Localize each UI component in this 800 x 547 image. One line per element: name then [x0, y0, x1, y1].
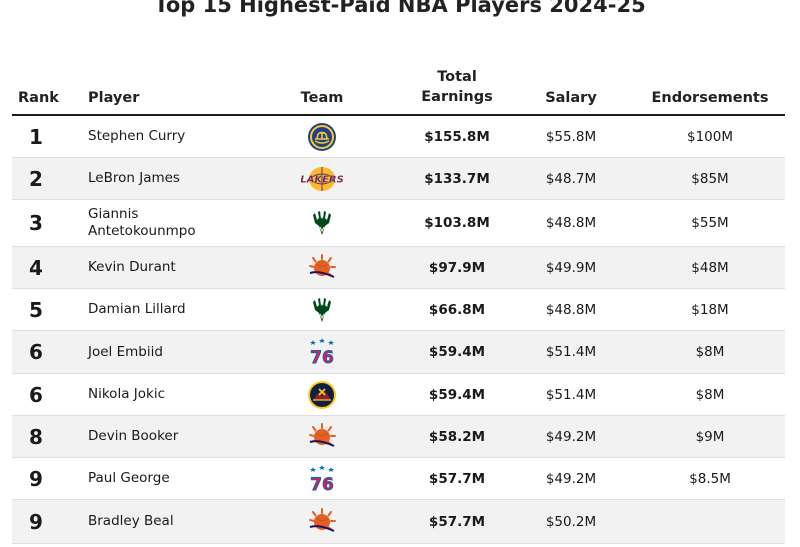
endorsements-cell: $100M	[686, 128, 733, 145]
salary-cell: $51.4M	[545, 386, 597, 403]
player-name-cell: Nikola Jokic	[88, 386, 165, 402]
column-header-team: Team	[300, 90, 344, 106]
team-logo-cell	[296, 200, 348, 246]
rank-cell: 2	[29, 166, 43, 191]
suns-logo	[307, 422, 337, 452]
column-header-player: Player	[88, 90, 140, 106]
rank-cell: 3	[29, 211, 43, 235]
endorsements-cell: $8M	[695, 386, 725, 403]
endorsements-cell	[650, 500, 770, 543]
salary-cell: $51.4M	[545, 344, 597, 360]
player-name-cell: Kevin Durant	[88, 259, 176, 275]
total-earnings-cell: $59.4M	[428, 344, 486, 360]
team-logo-cell: 76	[296, 331, 348, 373]
earnings-table: 1 Stephen Curry $155.8M $55.8M $100M 2 LeBron…	[12, 116, 785, 544]
player-name-cell: Giannis Antetokounmpo	[88, 206, 196, 239]
total-earnings-cell: $103.8M	[424, 215, 490, 231]
table-row: 9 Paul George 76 $57.7M $49.2M $8.5M	[12, 458, 785, 500]
total-earnings-cell: $97.9M	[428, 259, 486, 276]
total-earnings-cell: $57.7M	[428, 513, 486, 530]
rank-cell: 9	[29, 509, 43, 534]
warriors-logo	[307, 122, 337, 152]
nuggets-logo	[307, 380, 337, 410]
table-row: 6 Nikola Jokic $59.4M $51.4M $8M	[12, 374, 785, 416]
table-row: 6 Joel Embiid 76 $59.4M $51.4M $8M	[12, 331, 785, 374]
endorsements-cell: $85M	[691, 170, 729, 187]
76ers-logo: 76	[307, 337, 337, 367]
endorsements-cell: $55M	[691, 215, 729, 231]
header-divider	[12, 114, 785, 116]
table-row: 2 LeBron James LAKERS $133.7M $48.7M $85M	[12, 158, 785, 200]
endorsements-cell: $8M	[695, 344, 725, 360]
bucks-logo	[310, 296, 334, 324]
sixers-wordmark: 76	[310, 348, 334, 367]
team-logo-cell	[296, 416, 348, 457]
page-title: Top 15 Highest-Paid NBA Players 2024-25	[154, 0, 646, 17]
table-row: 4 Kevin Durant $97.9M $49.9M $48M	[12, 247, 785, 289]
player-name-cell: Stephen Curry	[88, 128, 186, 144]
total-earnings-cell: $66.8M	[428, 301, 486, 318]
team-logo-cell	[296, 374, 348, 415]
salary-cell: $49.9M	[545, 259, 597, 276]
lakers-logo: LAKERS	[301, 166, 343, 192]
salary-cell: $48.7M	[545, 170, 597, 187]
endorsements-cell: $18M	[691, 301, 729, 318]
team-logo-cell	[296, 289, 348, 330]
column-header-endorsements: Endorsements	[651, 90, 769, 106]
table-row: 9 Bradley Beal $57.7M $50.2M	[12, 500, 785, 544]
total-earnings-cell: $58.2M	[428, 428, 486, 445]
player-name-cell: Damian Lillard	[88, 301, 186, 317]
table-header: Rank Player Team Total Earnings Salary E…	[0, 64, 800, 112]
column-header-rank: Rank	[18, 90, 59, 106]
suns-logo	[307, 507, 337, 537]
endorsements-cell: $9M	[695, 428, 725, 445]
suns-logo	[307, 253, 337, 283]
salary-cell: $55.8M	[545, 128, 597, 145]
endorsements-cell: $8.5M	[689, 470, 731, 487]
team-logo-cell	[296, 500, 348, 543]
table-row: 1 Stephen Curry $155.8M $55.8M $100M	[12, 116, 785, 158]
player-name-cell: LeBron James	[88, 170, 180, 186]
rank-cell: 9	[29, 466, 43, 491]
salary-cell: $48.8M	[545, 215, 597, 231]
salary-cell: $49.2M	[545, 428, 597, 445]
player-name-cell: Bradley Beal	[88, 513, 174, 529]
rank-cell: 6	[29, 340, 43, 364]
salary-cell: $48.8M	[545, 301, 597, 318]
rank-cell: 8	[29, 424, 43, 449]
column-header-total-earnings: Total Earnings	[421, 69, 493, 105]
endorsements-cell: $48M	[691, 259, 729, 276]
salary-cell: $50.2M	[545, 513, 597, 530]
team-logo-cell	[296, 116, 348, 157]
total-earnings-cell: $133.7M	[424, 170, 490, 187]
total-earnings-cell: $155.8M	[424, 128, 490, 145]
column-header-salary: Salary	[545, 90, 597, 106]
rank-cell: 6	[29, 382, 43, 407]
total-earnings-cell: $59.4M	[428, 386, 486, 403]
rank-cell: 5	[29, 297, 43, 322]
player-name-cell: Paul George	[88, 470, 170, 486]
salary-cell: $49.2M	[545, 470, 597, 487]
team-logo-cell: LAKERS	[296, 158, 348, 199]
total-earnings-cell: $57.7M	[428, 470, 486, 487]
76ers-logo: 76	[307, 464, 337, 494]
player-name-cell: Devin Booker	[88, 428, 179, 444]
table-row: 5 Damian Lillard $66.8M $48.8M $18M	[12, 289, 785, 331]
team-logo-cell: 76	[296, 458, 348, 499]
table-row: 3 Giannis Antetokounmpo $103.8M $48.8M $55M	[12, 200, 785, 247]
player-name-cell: Joel Embiid	[88, 343, 163, 360]
rank-cell: 4	[29, 255, 43, 280]
table-row: 8 Devin Booker $58.2M $49.2M $9M	[12, 416, 785, 458]
team-logo-cell	[296, 247, 348, 288]
bucks-logo	[310, 209, 334, 237]
lakers-wordmark: LAKERS	[301, 174, 343, 185]
sixers-wordmark: 76	[310, 475, 334, 494]
rank-cell: 1	[29, 124, 43, 149]
